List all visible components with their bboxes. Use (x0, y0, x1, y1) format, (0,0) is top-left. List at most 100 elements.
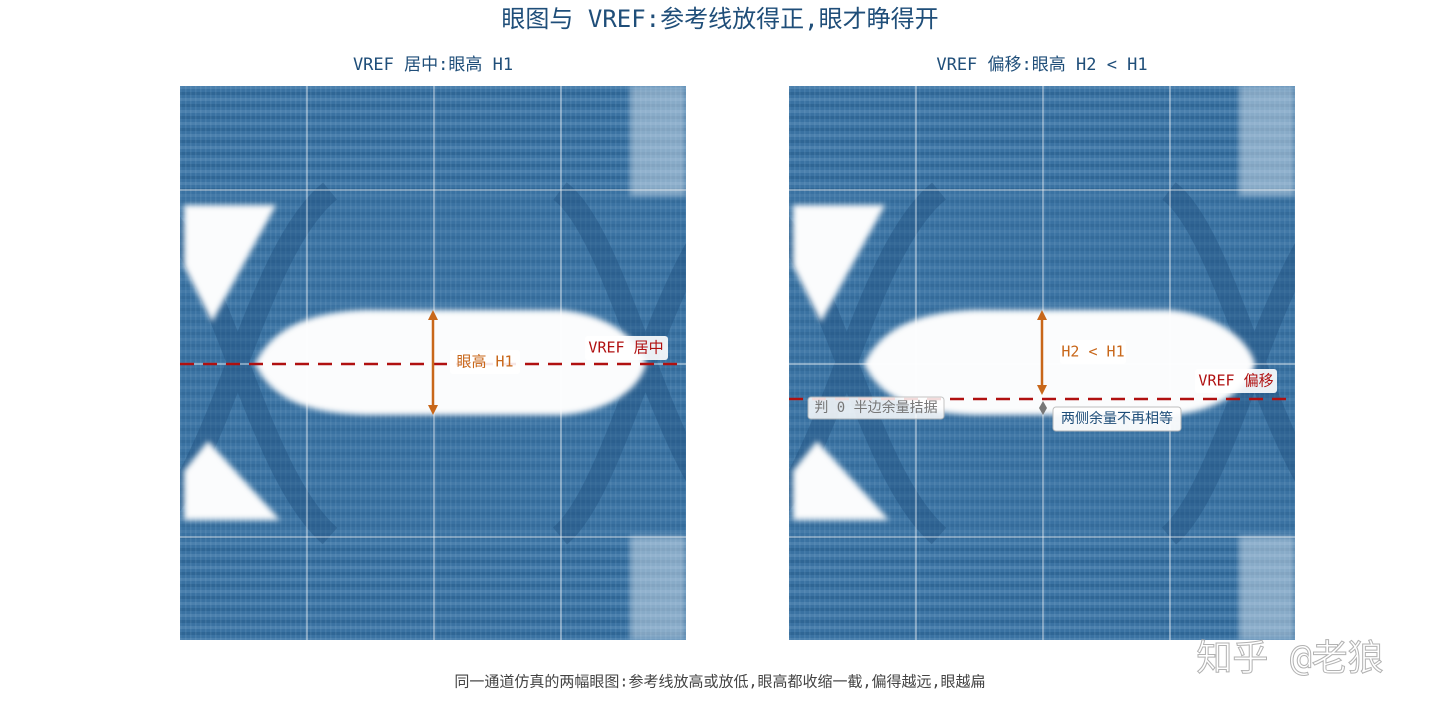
trace-band (789, 476, 1295, 479)
trace-band (180, 86, 686, 89)
trace-band (180, 626, 686, 629)
trace-band (180, 530, 686, 533)
trace-texture (844, 86, 846, 640)
trace-band (180, 560, 686, 563)
trace-band (789, 146, 1295, 149)
trace-band (789, 308, 1295, 311)
eye-corner (184, 205, 276, 322)
trace-band (180, 434, 686, 437)
trace-band (180, 452, 686, 455)
trace-band (789, 620, 1295, 623)
trace-band (789, 608, 1295, 611)
light-corner (630, 536, 686, 640)
eye-corner (793, 205, 885, 322)
trace-texture (1289, 86, 1291, 640)
trace-band (789, 122, 1295, 125)
trace-band (180, 194, 686, 197)
trace-band (180, 500, 686, 503)
trace-band (789, 260, 1295, 263)
annotation: 判 0 半边余量拮据 (814, 399, 937, 416)
trace-band (180, 158, 686, 161)
panel-title: VREF 居中:眼高 H1 (353, 55, 513, 75)
trace-band (789, 242, 1295, 245)
trace-texture (1254, 86, 1256, 640)
trace-texture (680, 86, 682, 640)
trace-texture (809, 86, 811, 640)
trace-band (180, 260, 686, 263)
trace (789, 182, 947, 512)
trace-band (789, 482, 1295, 485)
trace-band (180, 134, 686, 137)
trace-band (789, 596, 1295, 599)
trace-band (180, 224, 686, 227)
trace-band (789, 200, 1295, 203)
trace-band (789, 632, 1295, 635)
trace-band (180, 140, 686, 143)
trace-band (789, 290, 1295, 293)
trace-band (789, 104, 1295, 107)
trace-band (180, 608, 686, 611)
trace-band (180, 176, 686, 179)
trace-band (180, 98, 686, 101)
trace-band (789, 488, 1295, 491)
trace-band (180, 128, 686, 131)
trace-texture (660, 86, 662, 640)
trace-band (789, 458, 1295, 461)
trace-band (789, 296, 1295, 299)
trace-band (180, 290, 686, 293)
label-box (585, 336, 668, 360)
trace-band (180, 458, 686, 461)
trace-band (180, 632, 686, 635)
trace-band (180, 482, 686, 485)
trace-band (180, 152, 686, 155)
trace-band (180, 446, 686, 449)
trace-band (180, 200, 686, 203)
trace-band (180, 548, 686, 551)
trace-band (789, 272, 1295, 275)
trace-band (789, 440, 1295, 443)
trace-band (789, 506, 1295, 509)
trace-texture (200, 86, 202, 640)
trace-band (789, 452, 1295, 455)
trace-texture (854, 86, 856, 640)
trace-texture (799, 86, 801, 640)
trace-band (180, 122, 686, 125)
trace-band (180, 206, 686, 209)
trace-band (180, 242, 686, 245)
trace-band (180, 116, 686, 119)
trace-band (789, 590, 1295, 593)
trace-band (789, 446, 1295, 449)
trace-texture (245, 86, 247, 640)
trace-band (180, 470, 686, 473)
trace-band (789, 254, 1295, 257)
trace-band (180, 164, 686, 167)
trace-band (789, 158, 1295, 161)
trace-band (180, 212, 686, 215)
eye-diagram (789, 86, 1295, 640)
trace-texture (794, 86, 796, 640)
trace-texture (1279, 86, 1281, 640)
trace-band (789, 566, 1295, 569)
trace-band (180, 620, 686, 623)
eye-opening (793, 205, 1255, 520)
trace-band (789, 584, 1295, 587)
trace-band (180, 266, 686, 269)
trace-band (789, 428, 1295, 431)
trace-band (180, 506, 686, 509)
trace-band (180, 248, 686, 251)
light-corner (630, 86, 686, 196)
trace-texture (1269, 86, 1271, 640)
trace-texture (685, 86, 686, 640)
trace-texture (1264, 86, 1266, 640)
trace-band (180, 584, 686, 587)
trace-band (180, 422, 686, 425)
trace-texture (655, 86, 657, 640)
trace-band (180, 554, 686, 557)
trace-band (180, 236, 686, 239)
arrow-head (1037, 310, 1047, 395)
trace-band (789, 602, 1295, 605)
trace-band (180, 494, 686, 497)
trace-band (789, 470, 1295, 473)
trace-band (180, 602, 686, 605)
